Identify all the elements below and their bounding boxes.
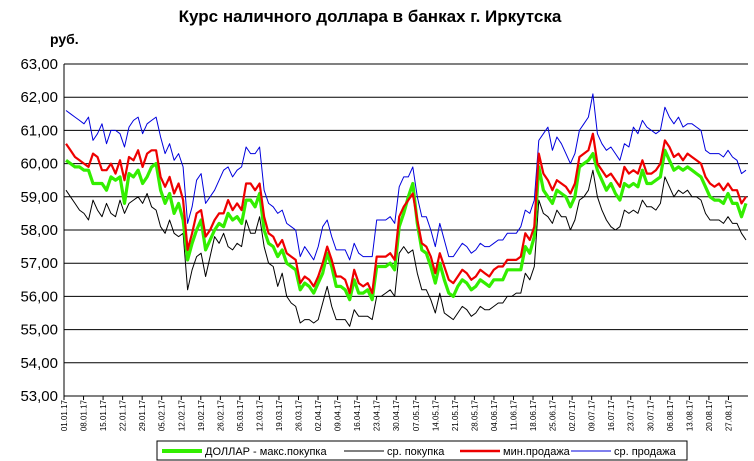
- y-axis-unit: руб.: [50, 31, 79, 47]
- y-tick-label: 61,00: [20, 122, 58, 139]
- y-tick-label: 53,00: [20, 388, 58, 405]
- x-tick-label: 12.03.17: [255, 399, 264, 431]
- legend: ДОЛЛАР - макс.покупка ср. покупка мин.прод…: [156, 440, 688, 461]
- x-tick-label: 11.06.17: [509, 399, 518, 430]
- x-tick-label: 09.07.17: [588, 399, 597, 431]
- x-tick-label: 30.04.17: [392, 399, 401, 431]
- series-lines: [65, 93, 748, 327]
- x-tick-label: 26.03.17: [295, 399, 304, 431]
- y-tick-label: 60,00: [20, 156, 58, 173]
- legend-box: [156, 440, 688, 461]
- x-tick-label: 16.04.17: [353, 399, 362, 431]
- y-tick-label: 55,00: [20, 322, 58, 339]
- y-tick-label: 56,00: [20, 288, 58, 305]
- x-tick-label: 29.01.17: [138, 399, 147, 431]
- y-tick-label: 62,00: [20, 89, 58, 106]
- y-tick-label: 54,00: [20, 355, 58, 372]
- chart-title: Курс наличного доллара в банках г. Иркут…: [179, 7, 562, 26]
- x-tick-label: 05.03.17: [236, 399, 245, 431]
- axes: [63, 64, 748, 397]
- x-tick-label: 18.06.17: [529, 399, 538, 431]
- x-axis-ticks: 01.01.17 08.01.17 15.01.17 22.01.17 29.01.17…: [60, 396, 733, 431]
- y-tick-label: 63,00: [20, 56, 58, 73]
- series-line: [65, 93, 747, 261]
- x-tick-label: 27.08.17: [724, 399, 733, 431]
- x-tick-label: 05.02.17: [158, 399, 167, 431]
- x-tick-label: 13.08.17: [685, 399, 694, 431]
- x-tick-label: 12.02.17: [177, 399, 186, 431]
- x-tick-label: 06.08.17: [666, 399, 675, 431]
- x-tick-label: 09.04.17: [334, 399, 343, 431]
- x-tick-label: 04.06.17: [490, 399, 499, 431]
- legend-label: мин.продажа: [503, 446, 571, 458]
- x-tick-label: 14.05.17: [431, 399, 440, 431]
- x-tick-label: 21.05.17: [451, 399, 460, 431]
- x-tick-label: 01.01.17: [60, 399, 69, 431]
- legend-label: ДОЛЛАР - макс.покупка: [205, 446, 327, 458]
- x-tick-label: 20.08.17: [705, 399, 714, 431]
- y-tick-label: 57,00: [20, 255, 58, 272]
- series-line: [65, 132, 747, 295]
- x-tick-label: 19.03.17: [275, 399, 284, 431]
- x-tick-label: 02.07.17: [568, 399, 577, 431]
- x-tick-label: 26.02.17: [216, 399, 225, 431]
- y-axis-ticks: 63,00 62,00 61,00 60,00 59,00 58,00 57,00 56,00…: [20, 56, 58, 405]
- x-tick-label: 02.04.17: [314, 399, 323, 431]
- x-tick-label: 15.01.17: [99, 399, 108, 431]
- legend-label: ср. покупка: [387, 446, 445, 458]
- x-tick-label: 22.01.17: [119, 399, 128, 431]
- x-tick-label: 08.01.17: [80, 399, 89, 431]
- x-tick-label: 07.05.17: [412, 399, 421, 431]
- x-tick-label: 23.04.17: [373, 399, 382, 431]
- x-tick-label: 25.06.17: [549, 399, 558, 431]
- x-tick-label: 19.02.17: [197, 399, 206, 431]
- x-tick-label: 16.07.17: [607, 399, 616, 431]
- legend-label: ср. продажа: [614, 446, 677, 458]
- x-tick-label: 23.07.17: [627, 399, 636, 431]
- y-tick-label: 59,00: [20, 189, 58, 206]
- x-tick-label: 30.07.17: [646, 399, 655, 431]
- x-tick-label: 28.05.17: [470, 399, 479, 431]
- y-tick-label: 58,00: [20, 222, 58, 239]
- series-line: [65, 169, 747, 327]
